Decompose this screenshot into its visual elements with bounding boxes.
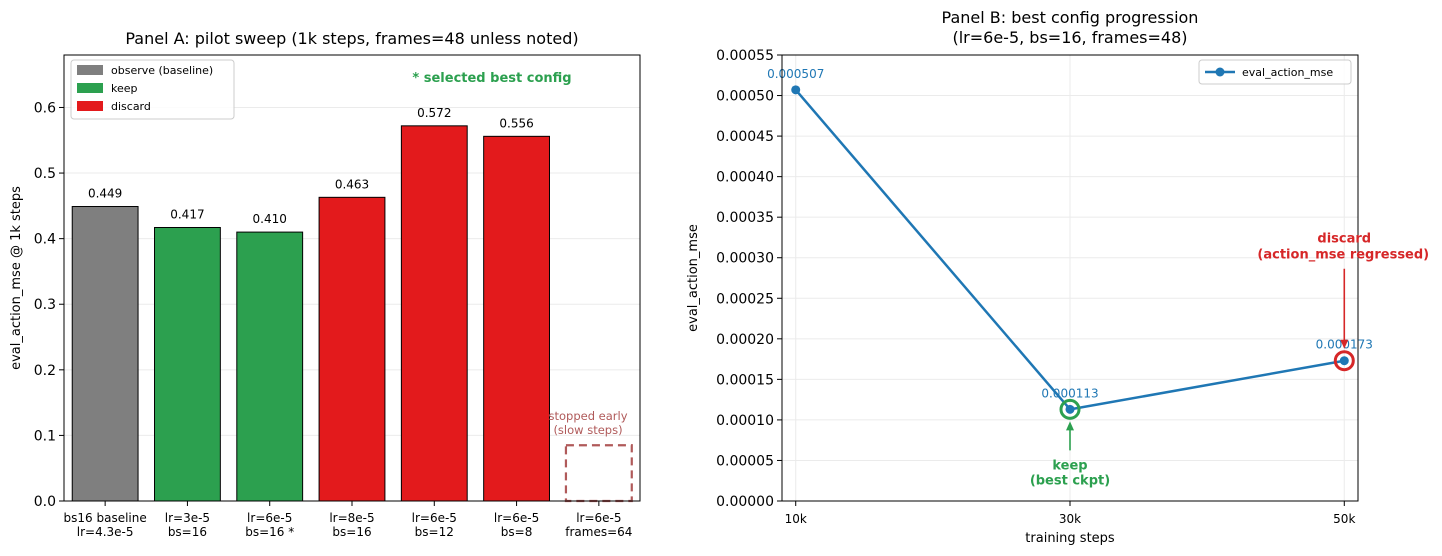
- stopped-early-annotation-line2: (slow steps): [553, 423, 622, 437]
- discard-highlight-ring: [1333, 350, 1355, 372]
- panel-b-y-tick-label: 0.00035: [716, 210, 774, 226]
- selected-best-annotation: * selected best config: [412, 71, 571, 86]
- discard-annotation-line1: discard: [1317, 232, 1371, 247]
- legend-swatch-keep: [77, 83, 103, 93]
- panel-b-x-ticks: 10k 30k 50k: [785, 501, 1355, 526]
- legend-label-observe: observe (baseline): [111, 64, 213, 77]
- panel-b-y-tick-label: 0.00040: [716, 170, 774, 186]
- panel-b-x-tick-label: 30k: [1059, 512, 1081, 526]
- panel-a-x-tick-label: bs=12: [415, 525, 454, 539]
- panel-b-plot-frame: [781, 54, 1359, 502]
- bar-value-label: 0.572: [417, 106, 451, 120]
- panel-a-y-tick-label: 0.5: [34, 166, 56, 182]
- bar-keep: [236, 231, 304, 502]
- panel-b-x-tick-label: 10k: [785, 512, 807, 526]
- series-point-label: 0.000113: [1041, 386, 1098, 400]
- panel-a-x-tick-label: bs=16: [332, 525, 371, 539]
- legend-swatch-discard: [77, 101, 103, 111]
- panel-a-y-tick-label: 0.6: [34, 100, 56, 116]
- legend-label-keep: keep: [111, 82, 138, 95]
- bar-value-label: 0.410: [253, 212, 287, 226]
- series-point: [791, 85, 801, 95]
- bar-value-label: 0.417: [170, 207, 204, 221]
- panel-a-x-tick-label: bs16 baseline: [64, 511, 147, 525]
- bar-discard: [483, 135, 550, 502]
- panel-a-y-tick-label: 0.0: [34, 494, 56, 510]
- panel-a-x-tick-label: bs=8: [501, 525, 533, 539]
- panel-b-y-tick-label: 0.00055: [716, 48, 774, 64]
- panel-b-x-axis-label: training steps: [1025, 531, 1115, 546]
- legend-swatch-observe: [77, 65, 103, 75]
- panel-a-x-tick-label: bs=16: [168, 525, 207, 539]
- panel-a-x-tick-label: bs=16 *: [245, 525, 294, 539]
- panel-b-y-tick-label: 0.00045: [716, 129, 774, 145]
- keep-highlight-ring: [1059, 398, 1081, 420]
- panel-a-x-ticks: bs16 baselinelr=4.3e-5lr=3e-5bs=16lr=6e-…: [64, 501, 632, 539]
- bar-discard: [318, 196, 386, 502]
- panel-a-x-tick-label: frames=64: [565, 525, 632, 539]
- panel-a: Panel A: pilot sweep (1k steps, frames=4…: [9, 29, 641, 539]
- panel-b-title-line2: (lr=6e-5, bs=16, frames=48): [952, 28, 1187, 47]
- panel-a-x-tick-label: lr=6e-5: [247, 511, 292, 525]
- legend-label-eval-action-mse: eval_action_mse: [1242, 66, 1333, 79]
- panel-a-x-tick-label: lr=4.3e-5: [77, 525, 134, 539]
- panel-b-annotations: keep (best ckpt) discard (action_mse reg…: [1030, 232, 1429, 489]
- panel-a-plot-frame: [63, 54, 641, 502]
- bar-stopped-placeholder: [564, 444, 633, 503]
- panel-a-legend-box: [70, 59, 235, 120]
- legend-label-discard: discard: [111, 100, 151, 113]
- panel-b-y-tick-label: 0.00050: [716, 89, 774, 105]
- panel-a-x-tick-label: lr=6e-5: [494, 511, 539, 525]
- panel-b-y-tick-label: 0.00025: [716, 291, 774, 307]
- panel-b-y-tick-label: 0.00015: [716, 372, 774, 388]
- bar-observe: [71, 206, 139, 502]
- legend-marker-swatch: [1215, 67, 1225, 77]
- panel-b: Panel B: best config progression (lr=6e-…: [686, 8, 1429, 546]
- panel-a-legend: observe (baseline) keep discard: [70, 59, 235, 120]
- panel-a-title: Panel A: pilot sweep (1k steps, frames=4…: [125, 29, 578, 48]
- panel-b-y-tick-label: 0.00030: [716, 251, 774, 267]
- panel-b-y-tick-label: 0.00000: [716, 494, 774, 510]
- panel-b-x-tick-label: 50k: [1333, 512, 1355, 526]
- panel-b-y-tick-label: 0.00010: [716, 413, 774, 429]
- keep-annotation-line2: (best ckpt): [1030, 473, 1110, 488]
- panel-a-y-tick-label: 0.3: [34, 297, 56, 313]
- panel-a-y-tick-label: 0.4: [34, 232, 56, 248]
- discard-annotation-line2: (action_mse regressed): [1257, 248, 1429, 263]
- panel-b-legend: eval_action_mse: [1198, 59, 1352, 85]
- panel-a-x-tick-label: lr=6e-5: [412, 511, 457, 525]
- bar-discard: [400, 125, 468, 502]
- bar-value-label: 0.556: [499, 116, 533, 130]
- discard-arrowhead: [1340, 339, 1349, 349]
- panel-a-bars: 0.449 0.417 0.410 0.463 0.572 0.556: [71, 106, 633, 503]
- series-point-label: 0.000507: [767, 67, 824, 81]
- panel-b-y-tick-label: 0.00020: [716, 332, 774, 348]
- panel-a-x-tick-label: lr=8e-5: [329, 511, 374, 525]
- panel-a-x-tick-label: lr=6e-5: [576, 511, 621, 525]
- keep-arrowhead: [1066, 421, 1074, 431]
- panel-a-y-tick-label: 0.2: [34, 363, 56, 379]
- bar-value-label: 0.463: [335, 177, 369, 191]
- panel-a-y-ticks: 0.0 0.1 0.2 0.3 0.4 0.5 0.6: [34, 100, 64, 510]
- bar-keep: [154, 226, 221, 502]
- bar-value-label: 0.449: [88, 187, 122, 201]
- panel-b-title-line1: Panel B: best config progression: [942, 8, 1199, 27]
- panel-b-y-axis-label: eval_action_mse: [686, 224, 701, 332]
- panel-a-y-axis-label: eval_action_mse @ 1k steps: [9, 186, 24, 370]
- series-point: [1065, 404, 1075, 414]
- series-point: [1339, 356, 1349, 366]
- stopped-early-annotation-line1: stopped early: [548, 409, 627, 423]
- panel-b-y-ticks: 0.00000 0.00005 0.00010 0.00015 0.00020 0.000…: [716, 48, 782, 510]
- panel-b-y-tick-label: 0.00005: [716, 453, 774, 469]
- panel-a-y-tick-label: 0.1: [34, 428, 56, 444]
- panel-a-x-tick-label: lr=3e-5: [165, 511, 210, 525]
- panel-b-legend-box: [1198, 59, 1352, 85]
- keep-annotation-line1: keep: [1052, 458, 1087, 473]
